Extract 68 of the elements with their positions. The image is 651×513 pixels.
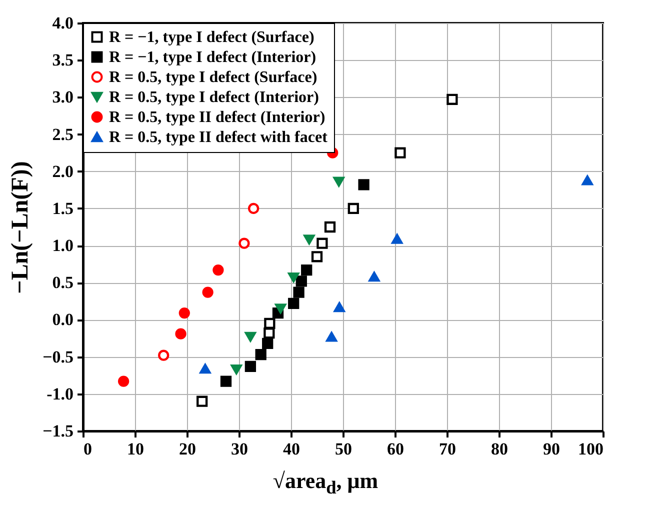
point — [118, 376, 130, 387]
x-tick-label: 100 — [578, 440, 604, 458]
y-tick-label: 1.0 — [52, 236, 74, 256]
point — [178, 307, 190, 319]
point — [230, 364, 242, 374]
legend-label: R = −1, type I defect (Interior) — [109, 49, 316, 66]
point — [333, 176, 344, 187]
point — [301, 264, 312, 276]
point — [326, 332, 338, 342]
point — [392, 234, 403, 244]
point — [196, 396, 208, 407]
y-tick-label: -1.0 — [46, 384, 74, 404]
point — [316, 238, 328, 249]
x-tick-label: 60 — [387, 440, 404, 458]
legend-label: R = 0.5, type II defect with facet — [109, 129, 328, 146]
y-tick-label: −1.5 — [42, 422, 74, 440]
x-tick-label: 50 — [335, 440, 352, 458]
point — [304, 234, 315, 245]
point — [368, 272, 380, 282]
y-tick-label: 3.0 — [52, 88, 74, 107]
x-tick-label: 0 — [84, 440, 92, 458]
point — [220, 376, 232, 387]
point — [394, 147, 406, 158]
point — [334, 302, 345, 312]
x-tick-label: 80 — [491, 440, 508, 458]
y-tick-label: 2.0 — [52, 162, 74, 181]
x-tick-label: 40 — [283, 440, 300, 458]
point — [202, 286, 214, 298]
x-tick-label: 30 — [231, 440, 248, 458]
point — [446, 94, 458, 105]
y-tick-label: 2.5 — [52, 124, 74, 144]
y-tick-label: 1.5 — [52, 198, 74, 218]
x-tick-label: 10 — [127, 440, 144, 458]
x-tick-label: 70 — [439, 440, 456, 458]
point — [348, 202, 359, 214]
legend-label: R = 0.5, type I defect (Interior) — [109, 89, 319, 106]
x-tick-label: 90 — [543, 440, 560, 458]
point — [311, 251, 323, 262]
point — [264, 318, 276, 330]
point — [244, 332, 256, 342]
y-tick-label: 3.5 — [52, 50, 74, 70]
point — [175, 328, 186, 340]
point — [275, 304, 286, 314]
y-tick-label: 4.0 — [52, 14, 74, 32]
point — [296, 276, 307, 287]
point — [288, 298, 300, 309]
point — [324, 221, 336, 233]
legend-label: R = 0.5, type II defect (Interior) — [109, 109, 326, 126]
legend-label: R = −1, type I defect (Surface) — [109, 29, 314, 46]
point — [262, 338, 274, 350]
point — [293, 286, 304, 298]
legend-label: R = 0.5, type I defect (Surface) — [109, 69, 318, 86]
point — [244, 360, 256, 372]
y-tick-label: 0.0 — [52, 310, 74, 330]
point — [248, 202, 260, 214]
point — [200, 364, 211, 374]
x-axis-title: √area$_{d}$, μm — [272, 468, 380, 498]
y-tick-label: 0.5 — [52, 273, 74, 292]
point — [255, 349, 266, 360]
point — [288, 272, 300, 282]
x-tick-label: 20 — [179, 440, 196, 458]
y-axis-title: −Ln(−Ln(F)) — [8, 161, 34, 294]
point — [358, 179, 370, 190]
point — [158, 350, 170, 361]
y-tick-label: −0.5 — [42, 347, 74, 366]
point — [582, 175, 593, 186]
point — [238, 238, 250, 249]
point — [212, 264, 224, 276]
